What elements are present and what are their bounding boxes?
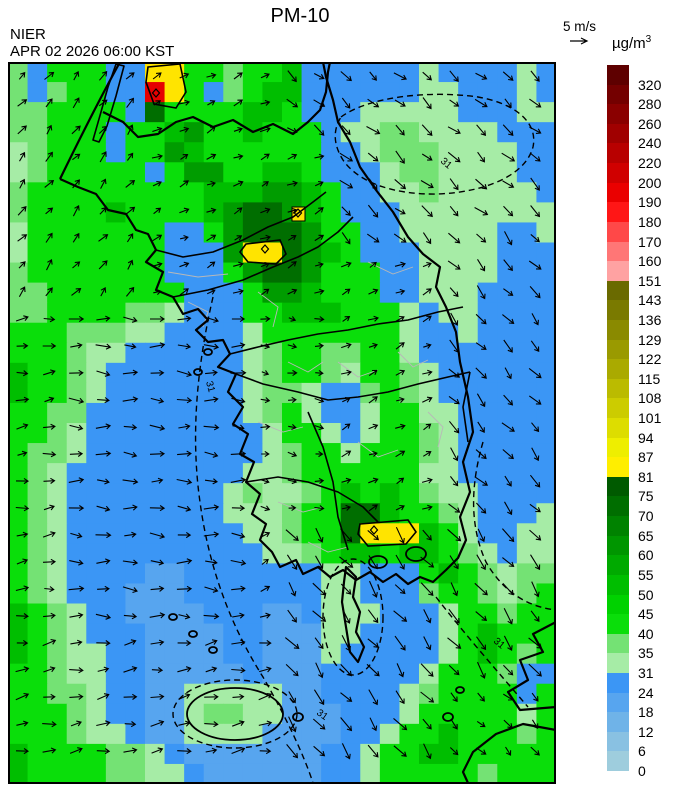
concentration-grid [8,62,557,785]
colorbar-segment [607,418,629,439]
units-label: µg/m3 [612,34,652,52]
colorbar-segment [607,319,629,341]
colorbar-tick-label: 240 [638,135,662,152]
wind-reference-label: 5 m/s [563,19,597,34]
colorbar-labels: 320 280 260 240 220 200 190 180 170 160 151 143 136 1… [638,65,673,785]
colorbar-segment [607,143,629,164]
colorbar-tick-label: 143 [638,292,662,309]
colorbar-segment [607,123,629,144]
colorbar-tick-label: 220 [638,155,662,172]
colorbar-tick-label: 136 [638,311,662,328]
colorbar-segment [607,84,629,105]
wind-vectors [15,70,543,760]
colorbar-tick-label: 170 [638,233,662,250]
colorbar-tick-label: 280 [638,96,662,113]
page-title: PM-10 [270,5,330,27]
colorbar-segment [607,496,629,517]
colorbar-segment [607,65,629,86]
colorbar-tick-label: 320 [638,76,662,93]
colorbar-tick-label: 0 [638,763,646,779]
colorbar-segment [607,476,629,497]
colorbar-tick-label: 24 [638,684,654,701]
forecast-timestamp: APR 02 2026 06:00 KST [10,43,175,60]
colorbar-segment [607,202,629,223]
agency-label: NIER [10,26,46,43]
colorbar-tick-label: 190 [638,194,662,211]
colorbar-tick-label: 260 [638,115,662,132]
colorbar-segment [607,555,629,576]
coastline [59,61,557,784]
colorbar-segment [607,633,629,654]
colorbar-tick-label: 108 [638,390,662,407]
colorbar-segment [607,300,629,321]
colorbar-tick-label: 151 [638,272,662,289]
colorbar-tick-label: 18 [638,704,654,721]
colorbar-tick-label: 87 [638,449,654,466]
colorbar-segment [607,516,629,537]
pm10-map: 31 31 31 31 [8,61,557,785]
colorbar-tick-label: 50 [638,586,654,603]
colorbar-segment [607,378,629,399]
colorbar-segment [607,712,629,733]
colorbar-segment [607,182,629,203]
colorbar-tick-label: 101 [638,410,662,426]
colorbar-tick-label: 115 [638,370,661,387]
map-frame [8,62,556,784]
colorbar-segment [607,535,629,556]
wind-reference-arrow-icon [570,37,589,45]
colorbar-segment [607,457,629,478]
contour-31 [194,93,557,784]
colorbar-tick-label: 129 [638,331,662,348]
colorbar-segment [607,614,629,635]
colorbar-tick-label: 60 [638,547,654,564]
county-boundaries [167,261,444,553]
colorbar-tick-label: 160 [638,253,662,270]
colorbar-tick-label: 122 [638,351,662,368]
colorbar-tick-label: 94 [638,429,654,446]
colorbar-tick-label: 35 [638,645,654,662]
colorbar-tick-label: 31 [638,664,654,681]
colorbar-segment [607,653,629,674]
colorbar-tick-label: 40 [638,625,654,642]
colorbar-segment [607,574,629,595]
colorbar [607,65,629,772]
colorbar-tick-label: 70 [638,508,654,525]
colorbar-tick-label: 200 [638,174,662,191]
colorbar-segment [607,594,629,615]
colorbar-segment [607,692,629,713]
colorbar-segment [607,672,629,694]
colorbar-segment [607,241,629,262]
colorbar-tick-label: 75 [638,488,654,505]
colorbar-segment [607,339,629,360]
colorbar-segment [607,163,629,184]
station-markers [151,88,379,535]
colorbar-segment [607,221,629,242]
colorbar-tick-label: 81 [638,468,654,485]
colorbar-segment [607,280,629,301]
colorbar-tick-label: 6 [638,743,646,760]
colorbar-segment [607,104,629,125]
colorbar-segment [607,751,629,772]
colorbar-tick-label: 45 [638,606,654,623]
colorbar-segment [607,261,629,282]
colorbar-segment [607,398,629,419]
province-boundaries [155,191,471,551]
colorbar-tick-label: 180 [638,213,662,230]
colorbar-tick-label: 65 [638,527,654,544]
colorbar-segment [607,359,629,380]
svg-text:31: 31 [203,380,217,394]
colorbar-tick-label: 55 [638,566,654,583]
colorbar-tick-label: 12 [638,723,654,740]
colorbar-segment [607,437,629,458]
colorbar-segment [607,731,629,752]
